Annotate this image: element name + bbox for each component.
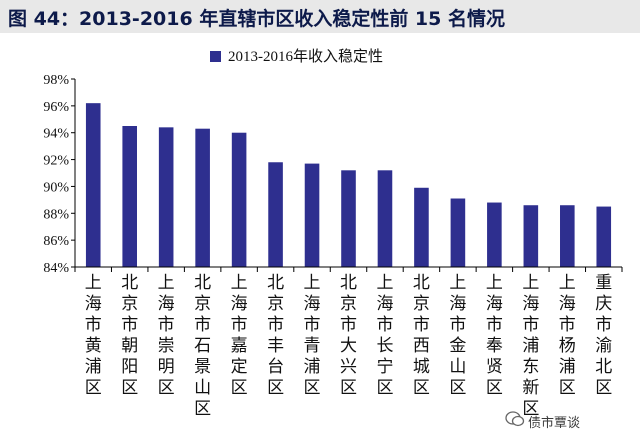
x-tick-label: 上海市嘉定区	[231, 273, 248, 398]
bar	[268, 162, 283, 267]
x-tick-label: 北京市石景山区	[194, 273, 211, 419]
x-tick-label: 北京市西城区	[413, 273, 430, 398]
y-tick-label: 92%	[43, 154, 69, 169]
bar	[377, 170, 393, 267]
x-tick-label: 上海市奉贤区	[486, 273, 503, 398]
bar-chart: 2013-2016年收入稳定性 84% 86% 88% 90% 92% 94% 96% 98%…	[43, 48, 623, 419]
x-tick-label: 上海市长宁区	[376, 273, 393, 398]
x-tick-label: 北京市大兴区	[340, 273, 357, 398]
bar	[85, 103, 101, 267]
legend-label: 2013-2016年收入稳定性	[228, 48, 383, 65]
x-tick-label: 上海市黄浦区	[85, 273, 102, 398]
bar	[304, 163, 320, 267]
bar	[487, 202, 502, 267]
bars	[85, 103, 612, 267]
legend-swatch	[210, 51, 221, 62]
bar	[560, 205, 575, 267]
x-tick-label: 上海市青浦区	[304, 273, 321, 398]
x-tick-label: 上海市浦东新区	[522, 273, 539, 419]
y-tick-label: 98%	[43, 73, 69, 88]
bar	[195, 128, 210, 267]
x-tick-label: 北京市朝阳区	[121, 273, 138, 398]
chart-legend: 2013-2016年收入稳定性	[210, 48, 383, 65]
x-axis: 上海市黄浦区 北京市朝阳区 上海市崇明区 北京市石景山区 上海市嘉定区 北京市丰台区 上海市…	[74, 266, 623, 419]
bar	[414, 187, 429, 267]
y-tick-label: 90%	[43, 180, 69, 195]
x-tick-label: 上海市崇明区	[158, 273, 175, 398]
y-tick-label: 88%	[43, 207, 69, 222]
bar	[231, 132, 247, 267]
y-tick-label: 94%	[43, 127, 69, 142]
y-tick-label: 86%	[43, 234, 69, 249]
figure-title: 图 44：2013-2016 年直辖市区收入稳定性前 15 名情况	[8, 8, 505, 30]
bar	[158, 127, 174, 267]
y-tick-label: 96%	[43, 100, 69, 115]
bar	[122, 126, 137, 267]
x-tick-label: 北京市丰台区	[267, 273, 284, 398]
bar	[450, 198, 466, 267]
x-tick-label: 上海市杨浦区	[559, 273, 576, 398]
y-axis: 84% 86% 88% 90% 92% 94% 96% 98%	[43, 73, 76, 276]
watermark-text: 债市覃谈	[528, 416, 581, 431]
x-tick-label: 上海市金山区	[449, 273, 466, 398]
bar	[596, 206, 612, 267]
bar	[523, 205, 539, 267]
title-bar: 图 44：2013-2016 年直辖市区收入稳定性前 15 名情况	[0, 0, 640, 33]
wechat-icon	[505, 411, 525, 427]
y-tick-label: 84%	[43, 261, 69, 276]
bar	[341, 170, 356, 267]
x-tick-label: 重庆市渝北区	[595, 273, 612, 398]
